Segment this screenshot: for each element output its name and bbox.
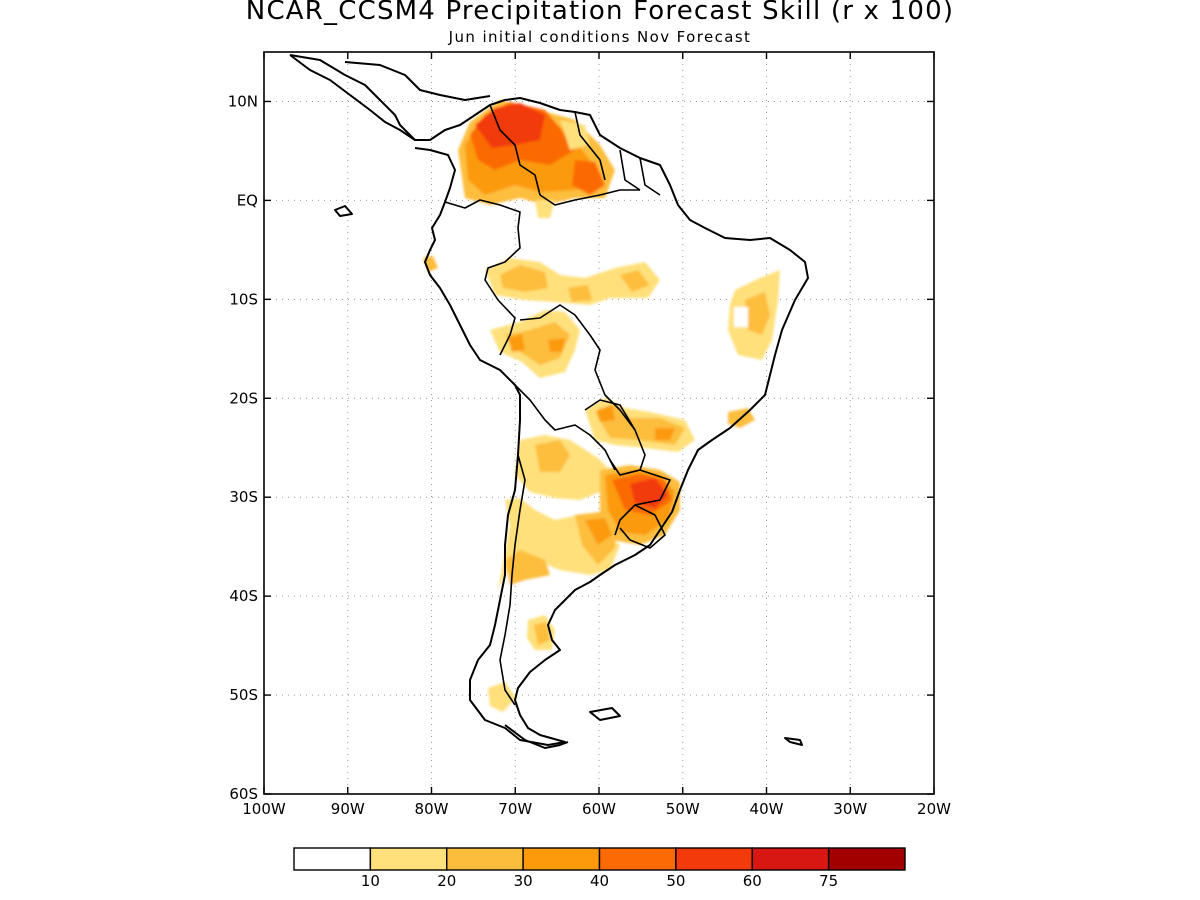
y-tick-label: EQ xyxy=(237,191,258,209)
skill-area-southeast-peak-2 xyxy=(655,428,675,440)
galapagos xyxy=(334,205,353,217)
skill-area-northeast-core xyxy=(745,292,770,335)
border-venezuela-guyana xyxy=(574,111,606,181)
skill-area-amazon-core-c xyxy=(620,270,650,292)
border-colombia-venezuela xyxy=(489,104,541,196)
border-uruguay xyxy=(619,504,666,549)
border-guianas xyxy=(619,149,661,196)
x-tick-label: 100W xyxy=(242,800,286,818)
colorbar-label: 40 xyxy=(590,872,609,890)
skill-area-southeast-peak xyxy=(597,405,615,422)
skill-area-argentina-central-peak xyxy=(585,518,612,545)
skill-area-argentina-north-core xyxy=(535,440,570,472)
colorbar-label: 60 xyxy=(743,872,762,890)
colorbar-swatch xyxy=(293,847,372,871)
border-colombia-ecuador-peru xyxy=(444,199,521,356)
y-tick-label: 40S xyxy=(229,587,258,605)
border-paraguay xyxy=(584,399,646,476)
colorbar-swatch xyxy=(675,847,753,871)
border-argentina-brazil xyxy=(614,469,671,536)
skill-area-amazon-core-w xyxy=(500,265,548,292)
x-tick-label: 20W xyxy=(917,800,951,818)
x-tick-label: 60W xyxy=(582,800,616,818)
y-tick-label: 60S xyxy=(229,785,258,803)
x-tick-label: 30W xyxy=(833,800,867,818)
skill-area-argentina-central xyxy=(498,498,620,590)
skill-area-patagonia-core xyxy=(534,622,550,645)
colorbar: 10 20 30 40 50 60 75 xyxy=(293,847,906,890)
skill-area-northeast-gap xyxy=(734,307,748,327)
falklands xyxy=(589,707,621,721)
x-tick-label: 70W xyxy=(498,800,532,818)
colorbar-label: 50 xyxy=(666,872,685,890)
skill-area-bolivia-peak xyxy=(508,334,525,352)
south-america-coastline xyxy=(289,54,809,746)
border-bolivia-chile-argentina xyxy=(514,384,616,471)
x-tick-label: 40W xyxy=(750,800,784,818)
colorbar-swatch xyxy=(751,847,830,871)
colorbar-label: 20 xyxy=(437,872,456,890)
tierra-del-fuego xyxy=(504,724,569,749)
colorbar-label: 30 xyxy=(514,872,533,890)
skill-area-north-yellow xyxy=(560,120,590,150)
colorbar-swatch xyxy=(446,847,524,871)
map-subtitle: Jun initial conditions Nov Forecast xyxy=(448,28,752,46)
colorbar-swatch xyxy=(522,847,601,871)
x-tick-label: 90W xyxy=(331,800,365,818)
skill-area-patagonia-south xyxy=(488,682,516,712)
skill-area-eq-yellow xyxy=(535,200,555,218)
skill-shading xyxy=(423,100,780,712)
colorbar-label: 10 xyxy=(361,872,380,890)
skill-area-north-east xyxy=(572,160,605,195)
border-chile-argentina xyxy=(499,454,526,706)
south-georgia xyxy=(784,737,803,746)
y-tick-label: 50S xyxy=(229,686,258,704)
colorbar-swatch xyxy=(369,847,448,871)
colorbar-swatch xyxy=(598,847,677,871)
colorbar-swatch xyxy=(827,847,906,871)
x-tick-label: 50W xyxy=(666,800,700,818)
colorbar-label: 75 xyxy=(819,872,838,890)
y-tick-label: 30S xyxy=(229,488,258,506)
skill-area-north-max xyxy=(475,103,545,148)
x-tick-label: 80W xyxy=(415,800,449,818)
border-brazil-north xyxy=(539,189,640,206)
skill-area-bolivia-core xyxy=(505,322,570,365)
caribbean-coast xyxy=(344,61,491,101)
y-tick-label: 20S xyxy=(229,389,258,407)
x-axis: 100W 90W 80W 70W 60W 50W 40W 30W 20W xyxy=(242,52,951,818)
central-america-coastline xyxy=(289,54,416,141)
y-tick-label: 10S xyxy=(229,290,258,308)
skill-area-bolivia-peak-2 xyxy=(548,338,565,352)
coastlines xyxy=(289,54,809,749)
national-borders xyxy=(444,104,671,706)
y-axis: 10N EQ 10S 20S 30S 40S 50S 60S xyxy=(228,92,934,803)
skill-area-amazon-core-s xyxy=(568,285,592,302)
y-tick-label: 10N xyxy=(228,92,258,110)
map-title: NCAR_CCSM4 Precipitation Forecast Skill … xyxy=(245,0,955,26)
gridlines xyxy=(264,52,934,794)
skill-area-andes-chile xyxy=(505,550,550,585)
